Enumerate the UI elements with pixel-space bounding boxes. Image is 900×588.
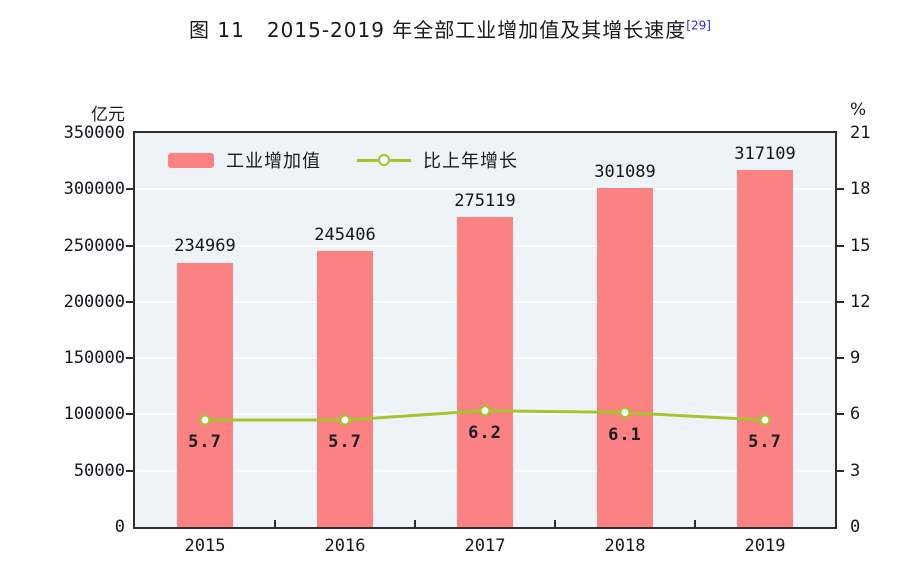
x-axis-tick [414, 520, 416, 529]
bar-2019 [737, 170, 793, 527]
left-axis-tick-label: 150000 [63, 348, 125, 369]
bar-value-label: 234969 [174, 236, 236, 257]
legend-item-bar-series: 工业增加值 [168, 147, 321, 173]
left-axis-tick [126, 244, 133, 247]
left-axis-unit-label: 亿元 [91, 105, 125, 125]
right-axis-tick [837, 188, 844, 191]
line-series-label: 比上年增长 [423, 151, 518, 172]
right-axis-tick-label: 6 [850, 404, 861, 425]
right-axis-tick-label: 18 [850, 179, 871, 200]
x-axis-label-2016: 2016 [324, 536, 366, 556]
x-axis-tick [694, 520, 696, 529]
growth-value-label: 6.2 [468, 422, 502, 443]
growth-point-marker-2018 [619, 406, 631, 419]
right-axis-tick-label: 21 [850, 123, 871, 143]
left-axis-tick [126, 188, 133, 191]
x-axis-tick [554, 520, 556, 529]
bar-value-label: 301089 [594, 162, 656, 183]
right-axis-tick-label: 3 [850, 460, 861, 481]
legend: 工业增加值 比上年增长 [168, 147, 518, 173]
right-axis-tick [837, 469, 844, 472]
chart-title: 图 11 2015-2019 年全部工业增加值及其增长速度[29] [0, 14, 900, 43]
bar-2015 [177, 262, 233, 527]
line-series-sample-icon [357, 154, 411, 166]
bar-value-label: 245406 [314, 224, 376, 245]
chart-title-text: 图 11 2015-2019 年全部工业增加值及其增长速度 [189, 18, 687, 42]
bar-2017 [457, 217, 513, 527]
growth-point-marker-2015 [199, 414, 211, 426]
left-axis-tick-label: 200000 [63, 291, 125, 312]
x-axis-label-2017: 2017 [464, 536, 506, 556]
right-axis-tick [837, 357, 844, 360]
bar-2016 [317, 250, 373, 527]
growth-value-label: 5.7 [748, 432, 782, 453]
growth-point-marker-2019 [759, 414, 771, 426]
left-axis-tick [126, 300, 133, 303]
growth-value-label: 6.1 [608, 424, 642, 445]
right-axis-tick-label: 15 [850, 235, 871, 256]
gridline [135, 188, 835, 191]
x-axis-label-2019: 2019 [744, 536, 786, 556]
left-axis-tick-label: 250000 [63, 235, 125, 256]
bar-series-label: 工业增加值 [226, 151, 321, 172]
growth-point-marker-2017 [479, 405, 491, 417]
growth-line-layer [199, 405, 771, 426]
left-axis-tick [126, 469, 133, 472]
right-axis-tick [837, 413, 844, 416]
bar-value-label: 275119 [454, 191, 516, 212]
left-axis-tick-label: 100000 [63, 404, 125, 425]
growth-point-marker-2016 [339, 414, 351, 426]
x-axis-label-2018: 2018 [604, 536, 646, 556]
right-axis-tick [837, 300, 844, 303]
bar-value-label: 317109 [734, 144, 796, 165]
right-axis-tick [837, 244, 844, 247]
legend-item-line-series: 比上年增长 [357, 147, 518, 173]
right-axis-tick-label: 12 [850, 291, 871, 312]
growth-value-label: 5.7 [188, 432, 222, 453]
x-axis-label-2015: 2015 [184, 536, 226, 556]
right-axis-tick-label: 0 [850, 517, 861, 537]
growth-value-label: 5.7 [328, 432, 362, 453]
left-axis-tick [126, 413, 133, 416]
left-axis-tick-label: 0 [114, 517, 125, 537]
left-axis-tick [126, 357, 133, 360]
left-axis-tick-label: 300000 [63, 179, 125, 200]
footnote-ref: [29] [686, 18, 711, 33]
x-axis-tick [274, 520, 276, 529]
left-axis-tick-label: 350000 [63, 123, 125, 143]
right-axis-tick-label: 9 [850, 348, 861, 369]
circle-marker-icon [378, 154, 390, 166]
bar-2018 [597, 188, 653, 527]
right-axis-unit-label: % [850, 100, 867, 120]
left-axis-tick-label: 50000 [73, 460, 125, 481]
plot-area: 工业增加值 比上年增长 [133, 131, 837, 529]
bar-series-swatch-icon [168, 152, 214, 168]
